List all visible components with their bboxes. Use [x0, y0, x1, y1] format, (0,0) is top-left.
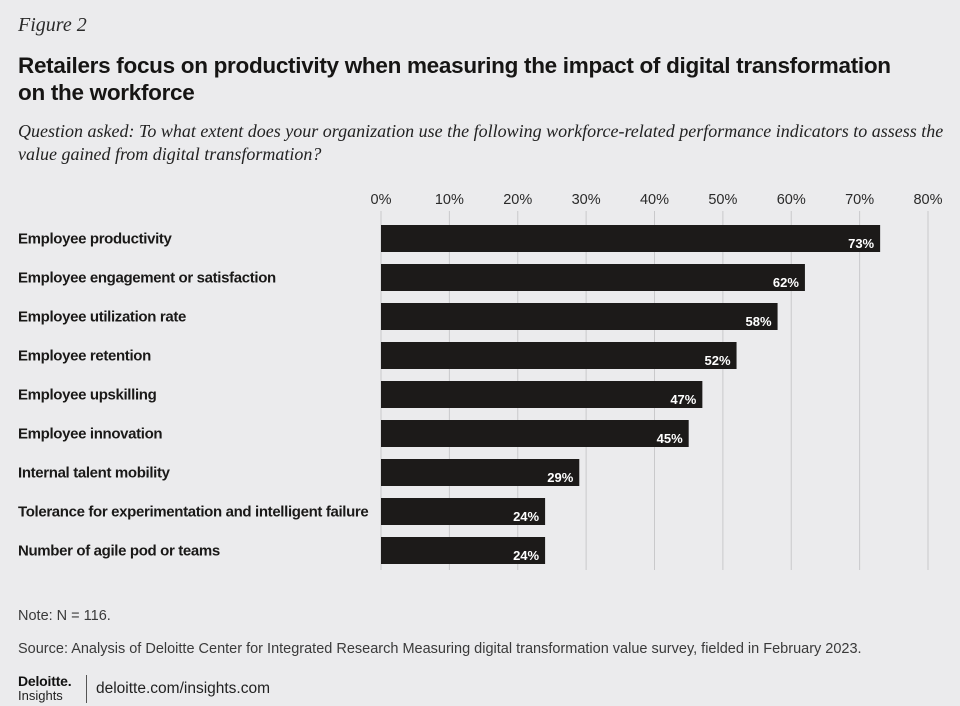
category-labels: Employee productivity Employee engagement…	[18, 231, 369, 560]
category-label: Employee retention	[18, 348, 151, 365]
bar	[381, 225, 881, 252]
x-tick-label: 70%	[845, 192, 874, 208]
x-tick-label: 50%	[708, 192, 737, 208]
note: Note: N = 116.	[18, 608, 111, 624]
x-axis-ticks: 0% 10% 20% 30% 40% 50% 60% 70% 80%	[371, 192, 943, 208]
x-tick-label: 60%	[777, 192, 806, 208]
bar-chart: 0% 10% 20% 30% 40% 50% 60% 70% 80% Employee prod…	[18, 192, 943, 570]
category-label: Number of agile pod or teams	[18, 543, 220, 560]
bar	[381, 498, 546, 525]
x-tick-label: 10%	[435, 192, 464, 208]
logo-sub: Insights	[18, 688, 63, 703]
bar	[381, 264, 805, 291]
bars	[381, 225, 881, 564]
bar-value-label: 52%	[705, 353, 731, 368]
bar	[381, 303, 778, 330]
x-tick-label: 0%	[371, 192, 392, 208]
footer-divider	[86, 675, 87, 703]
bar-value-label: 47%	[670, 392, 696, 407]
deloitte-logo: Deloitte. Insights	[18, 674, 86, 703]
category-label: Internal talent mobility	[18, 465, 171, 482]
bar	[381, 459, 580, 486]
figure-label: Figure 2	[18, 14, 87, 36]
bar-value-label: 45%	[657, 431, 683, 446]
bar-value-label: 29%	[547, 470, 573, 485]
category-label: Employee engagement or satisfaction	[18, 270, 276, 287]
x-tick-label: 40%	[640, 192, 669, 208]
category-label: Employee upskilling	[18, 387, 157, 404]
x-tick-label: 30%	[572, 192, 601, 208]
bar	[381, 537, 546, 564]
bar-value-label: 24%	[513, 509, 539, 524]
logo-brand: Deloitte.	[18, 673, 72, 689]
chart-subtitle: Question asked: To what extent does your…	[18, 121, 944, 164]
value-labels: 73% 62% 58% 52% 47% 45% 29% 24% 24%	[513, 236, 874, 563]
bar	[381, 342, 737, 369]
category-label: Employee utilization rate	[18, 309, 186, 326]
bar-value-label: 62%	[773, 275, 799, 290]
category-label: Employee productivity	[18, 231, 173, 248]
source: Source: Analysis of Deloitte Center for …	[18, 641, 862, 657]
footer-url[interactable]: deloitte.com/insights.com	[96, 680, 271, 697]
bar-value-label: 24%	[513, 548, 539, 563]
bar	[381, 381, 703, 408]
chart-title: Retailers focus on productivity when mea…	[18, 53, 891, 105]
category-label: Tolerance for experimentation and intell…	[18, 504, 368, 521]
bar-value-label: 58%	[746, 314, 772, 329]
bar	[381, 420, 689, 447]
category-label: Employee innovation	[18, 426, 162, 443]
x-tick-label: 20%	[503, 192, 532, 208]
bar-value-label: 73%	[848, 236, 874, 251]
x-tick-label: 80%	[913, 192, 942, 208]
